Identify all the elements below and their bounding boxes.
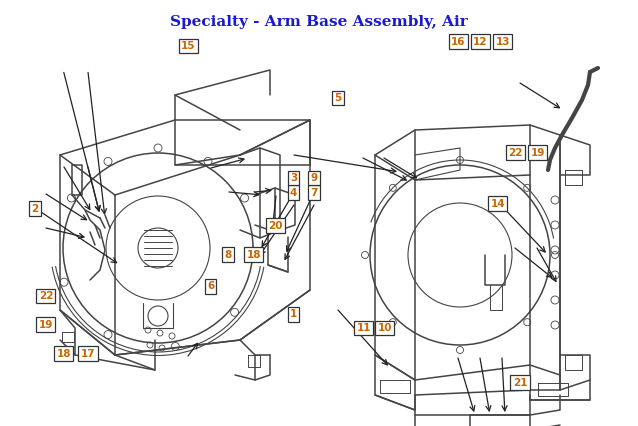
Text: 18: 18	[57, 348, 71, 359]
Text: 5: 5	[334, 93, 342, 103]
Text: 3: 3	[290, 173, 297, 183]
Text: 2: 2	[31, 204, 39, 214]
Text: 22: 22	[39, 291, 53, 301]
Text: 10: 10	[378, 323, 392, 333]
Text: 8: 8	[225, 250, 232, 260]
Text: 17: 17	[81, 348, 95, 359]
Text: 9: 9	[310, 173, 318, 183]
Text: 4: 4	[290, 187, 297, 198]
Text: 1: 1	[290, 309, 297, 320]
Text: 13: 13	[496, 37, 510, 47]
Text: 19: 19	[39, 320, 53, 330]
Text: 7: 7	[310, 187, 318, 198]
Text: 6: 6	[207, 281, 214, 291]
Text: 15: 15	[181, 41, 195, 51]
Text: 16: 16	[451, 37, 465, 47]
Text: 12: 12	[473, 37, 487, 47]
Text: 11: 11	[357, 323, 371, 333]
Text: Specialty - Arm Base Assembly, Air: Specialty - Arm Base Assembly, Air	[170, 15, 468, 29]
Text: 20: 20	[269, 221, 283, 231]
Text: 22: 22	[508, 147, 523, 158]
Text: 21: 21	[513, 377, 527, 388]
Text: 18: 18	[247, 250, 261, 260]
Text: 19: 19	[531, 147, 545, 158]
Text: 14: 14	[491, 199, 505, 209]
